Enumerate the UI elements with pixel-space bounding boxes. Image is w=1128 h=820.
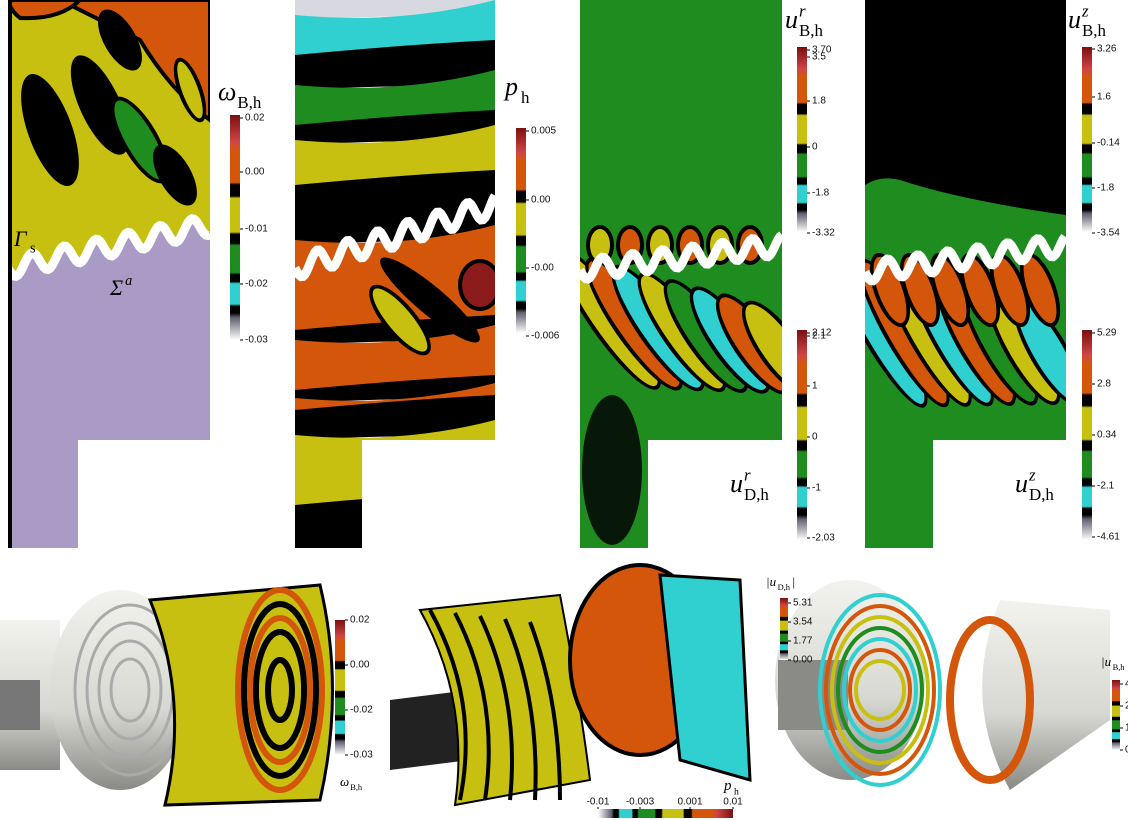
tick-label: 0.02 (350, 615, 370, 626)
tick-label: 0 (812, 142, 818, 153)
legend-title: p (723, 778, 732, 794)
field-plots (8, 0, 1095, 553)
colorbar (780, 598, 788, 660)
tick-label: 3.26 (1097, 44, 1117, 55)
tick-label: 0.00 (531, 195, 551, 206)
tick-label: 0.00 (350, 660, 370, 671)
tick-label: 1.8 (812, 96, 826, 107)
annotation-sub: s (30, 241, 36, 257)
field-blob (582, 395, 642, 545)
colorbar (230, 115, 240, 340)
tick-label: 0.02 (245, 113, 265, 124)
legend-title-sup: r (799, 1, 806, 20)
tick-label: -1.8 (1097, 183, 1115, 194)
legend-title-sub: h (521, 88, 530, 107)
tick-label: -0.00 (531, 263, 554, 274)
tick-label: -0.02 (245, 279, 268, 290)
legend-title-sub: B,h (1113, 662, 1126, 672)
tick-label: -4.61 (1097, 532, 1120, 543)
tick-label: 0.00 (793, 655, 813, 666)
annotation-sup: a (125, 273, 132, 289)
field-surface (660, 575, 750, 780)
tick-label: 5.29 (1097, 328, 1117, 339)
tick-label: 5.31 (793, 598, 813, 609)
colorbar (1082, 47, 1092, 232)
legend-title-sub: D,h (778, 582, 791, 592)
legend-title-sub: B,h (1082, 21, 1106, 40)
legend-title: u (1068, 5, 1081, 34)
tick-label: -0.03 (245, 335, 268, 346)
boundary (8, 0, 12, 548)
tick-label: 1.6 (1097, 92, 1111, 103)
tick-label: 3.5 (812, 52, 826, 63)
colorbar (335, 620, 345, 755)
tick-label: 1 (812, 381, 818, 392)
tick-label: -2.03 (812, 533, 835, 544)
annotation: Γ (13, 226, 28, 251)
legend-title-sub: B,h (799, 21, 823, 40)
tick-label: -0.003 (626, 797, 655, 808)
annotation: Σ (109, 275, 123, 300)
colorbar (1082, 330, 1092, 540)
tick-label: -0.01 (587, 797, 610, 808)
tick-label: -3.54 (1097, 228, 1120, 239)
panel-pressure (295, 0, 502, 553)
legend-title: ω (218, 77, 236, 106)
legend-title: ω (340, 774, 349, 789)
colorbar (1112, 680, 1120, 750)
legend-title: u (1015, 469, 1028, 498)
3d-views (0, 565, 1110, 805)
field-blob (462, 263, 498, 307)
panel-uz (819, 0, 1095, 548)
legend-title: p (503, 72, 518, 101)
tick-label: 0.01 (723, 797, 743, 808)
legend-title-sub: D,h (744, 485, 769, 504)
legend-title: |u (1101, 654, 1112, 669)
legend-title-sup: r (744, 465, 751, 484)
tick-label: -1.8 (812, 188, 830, 199)
tick-label: -0.006 (531, 331, 560, 342)
legend-title-sup: z (1028, 465, 1036, 484)
tick-label: 0.00 (245, 167, 265, 178)
figure: ωB,h0.020.00-0.01-0.02-0.03ph0.0050.00-0… (0, 0, 1128, 820)
panel-vorticity (8, 0, 213, 548)
legend-title-post: | (792, 574, 796, 589)
tick-label: 1.77 (793, 636, 813, 647)
field-region (8, 219, 210, 548)
colorbar (797, 47, 807, 232)
panel-ur (545, 0, 826, 548)
tick-label: 2.8 (1097, 379, 1111, 390)
tick-label: 2.1 (812, 331, 826, 342)
legend-title-sup: z (1081, 1, 1089, 20)
tick-label: 0.34 (1097, 430, 1117, 441)
legend-title-sub: B,h (237, 93, 261, 112)
colorbar (797, 330, 807, 540)
tick-label: -2.1 (1097, 481, 1115, 492)
tick-label: 0 (812, 432, 818, 443)
tick-label: -0.14 (1097, 138, 1120, 149)
legend-title: u (785, 5, 798, 34)
tick-label: -3.32 (812, 228, 835, 239)
tick-label: 0.005 (531, 126, 556, 137)
legend-title-sub: B,h (350, 782, 363, 792)
tick-label: -0.03 (350, 750, 373, 761)
tick-label: -0.02 (350, 705, 373, 716)
colorbar (598, 809, 733, 818)
tick-label: -0.01 (245, 224, 268, 235)
legend-title: u (730, 469, 743, 498)
colorbar (516, 128, 526, 333)
legend-title: |u (766, 574, 777, 589)
legend-title-sub: D,h (1029, 485, 1054, 504)
tick-label: 0.001 (677, 797, 702, 808)
tick-label: -1 (812, 483, 821, 494)
cylinder (982, 600, 1110, 790)
tick-label: 3.54 (793, 617, 813, 628)
shaft (0, 680, 40, 730)
